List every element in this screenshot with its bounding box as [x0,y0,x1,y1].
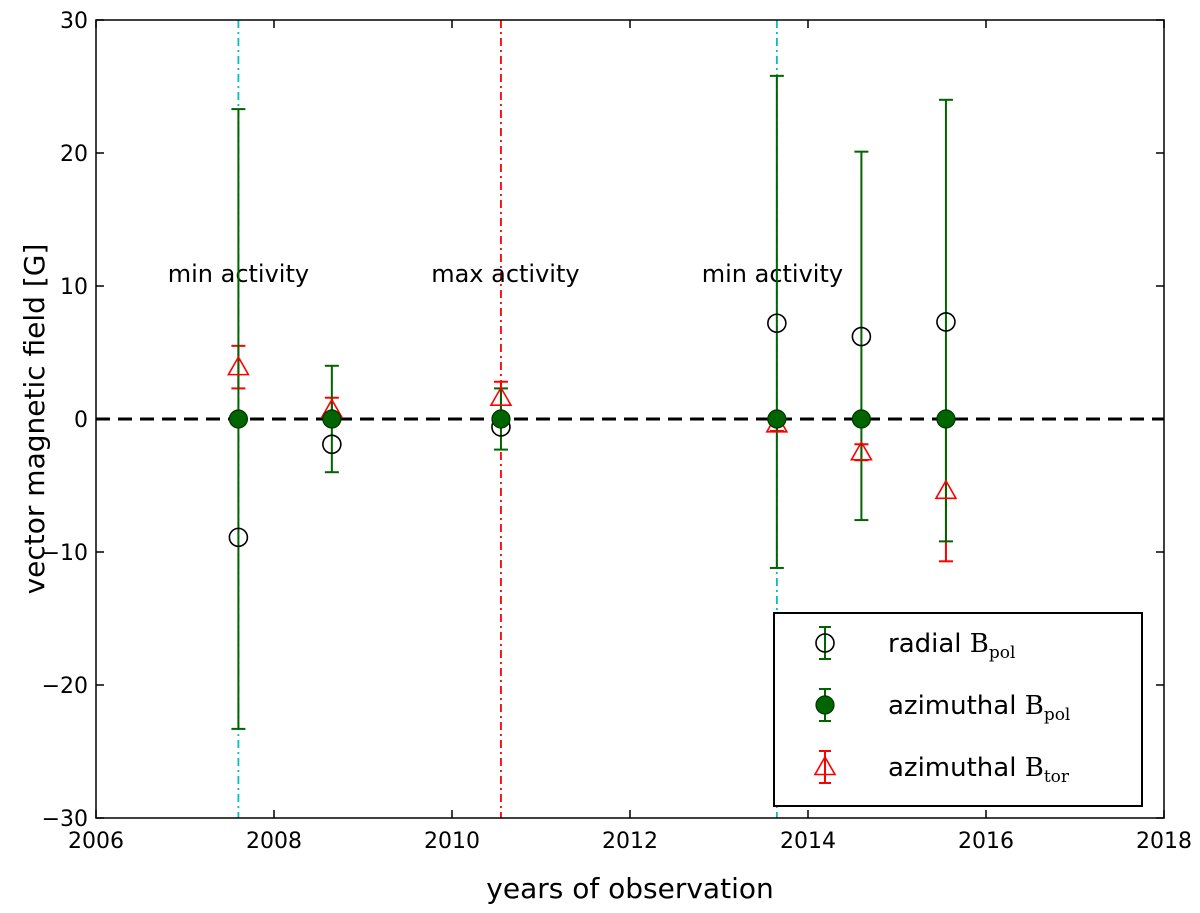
data-point [813,755,837,776]
data-markers [227,74,958,730]
y-tick-label: 20 [60,142,88,167]
data-point [815,695,835,715]
data-point [322,409,342,429]
y-tick-label: −10 [42,541,88,566]
y-tick-label: 10 [60,275,88,300]
data-point [491,409,511,429]
legend-name: azimuthal [888,753,1025,783]
data-point [851,409,872,429]
y-tick-label: −30 [42,807,88,832]
data-point [227,355,250,376]
legend-name: azimuthal [888,691,1025,721]
data-point [228,409,248,429]
legend-label: azimuthal Btor [888,753,1070,787]
data-point [851,326,872,347]
x-tick-label: 2010 [424,829,480,854]
annotation-label: min activity [702,260,843,288]
data-point [489,386,513,407]
legend-subscript: tor [1044,767,1070,787]
x-tick-label: 2018 [1136,829,1192,854]
x-axis-title: years of observation [486,872,773,905]
y-tick-label: 0 [74,408,88,433]
data-point [228,527,249,548]
data-point [850,440,873,461]
legend-label: azimuthal Bpol [888,691,1070,725]
data-point [767,313,787,334]
data-point [767,409,787,429]
y-axis-title: vector magnetic field [G] [18,244,51,595]
legend-symbol: B [970,629,989,659]
x-tick-label: 2014 [780,829,836,854]
legend-subscript: pol [1044,705,1071,725]
legend-symbol: B [1025,753,1044,783]
x-tick-label: 2006 [68,829,124,854]
legend-name: radial [888,629,970,659]
data-point [936,312,956,332]
annotations: min activity max activity min activity [168,260,843,288]
legend-label: radial Bpol [888,629,1015,663]
data-point [815,633,835,653]
x-tick-label: 2016 [958,829,1014,854]
x-tick-label: 2008 [246,829,302,854]
axis-ticks: 2006 2008 2010 2012 2014 2016 2018 −30 −20 −10 0 10… [42,9,1192,854]
x-tick-label: 2012 [602,829,658,854]
annotation-label: max activity [431,260,579,288]
y-tick-label: 30 [60,9,88,34]
legend-symbol: B [1025,691,1044,721]
y-tick-label: −20 [42,674,88,699]
data-point [322,434,342,455]
data-point [934,479,958,500]
legend-subscript: pol [989,643,1016,663]
data-point [936,409,956,429]
